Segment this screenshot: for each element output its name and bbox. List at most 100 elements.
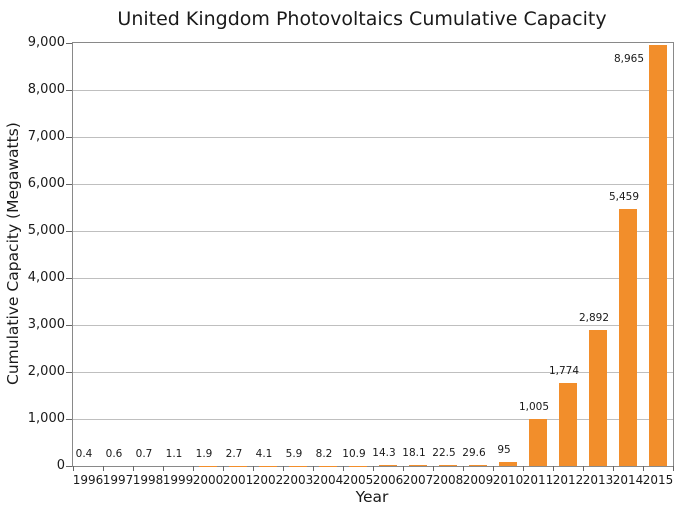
gridline xyxy=(73,324,673,326)
y-tick-mark xyxy=(66,183,72,185)
x-tick-mark xyxy=(312,466,314,471)
bar-value-label: 1,005 xyxy=(518,400,550,413)
x-tick-label: 2007 xyxy=(402,473,434,487)
bar-2010 xyxy=(499,461,517,466)
x-tick-mark xyxy=(642,466,644,471)
bars-layer xyxy=(73,43,673,466)
y-tick-label: 0 xyxy=(56,458,65,473)
bar-value-label: 0.4 xyxy=(75,447,93,460)
x-tick-mark xyxy=(432,466,434,471)
x-tick-mark xyxy=(672,466,674,471)
y-tick-label: 7,000 xyxy=(27,129,65,144)
bar-2006 xyxy=(379,465,397,466)
bar-value-label: 8,965 xyxy=(613,52,644,65)
x-tick-mark xyxy=(192,466,194,471)
bar-2007 xyxy=(409,465,427,466)
gridline xyxy=(73,230,673,232)
x-tick-label: 2008 xyxy=(432,473,464,487)
x-tick-label: 1997 xyxy=(102,473,134,487)
x-tick-label: 2014 xyxy=(612,473,644,487)
x-tick-mark xyxy=(552,466,554,471)
bar-2011 xyxy=(529,418,547,466)
value-labels-layer: 0.4 0.6 0.7 1.1 1.9 2.7 4.1 5.9 8.2 10.9 14.3 18.1 2… xyxy=(73,43,673,466)
bar-value-label: 18.1 xyxy=(402,447,426,460)
bar-2015 xyxy=(649,44,667,466)
chart-title: United Kingdom Photovoltaics Cumulative … xyxy=(117,8,607,30)
bar-value-label: 2.7 xyxy=(225,447,243,460)
bar-value-label: 10.9 xyxy=(342,447,366,460)
bar-value-label: 8.2 xyxy=(315,447,333,460)
x-tick-mark xyxy=(162,466,164,471)
bar-value-label: 5,459 xyxy=(608,191,640,204)
y-tick-label: 2,000 xyxy=(27,364,65,379)
bar-2008 xyxy=(439,464,457,466)
y-tick-mark xyxy=(66,136,72,138)
bar-value-label: 1,774 xyxy=(548,364,580,377)
bar-value-label: 5.9 xyxy=(285,447,303,460)
y-tick-mark xyxy=(66,277,72,279)
bar-value-label: 14.3 xyxy=(372,447,396,460)
gridline xyxy=(73,183,673,185)
y-tick-label: 4,000 xyxy=(27,270,65,285)
x-tick-label: 2003 xyxy=(282,473,314,487)
y-tick-mark xyxy=(66,89,72,91)
y-tick-label: 1,000 xyxy=(27,411,65,426)
bar-value-label: 2,892 xyxy=(578,312,610,325)
x-tick-mark xyxy=(252,466,254,471)
x-tick-label: 1996 xyxy=(72,473,104,487)
bar-2014 xyxy=(619,209,637,466)
x-tick-label: 2001 xyxy=(222,473,254,487)
x-tick-mark xyxy=(342,466,344,471)
x-tick-mark xyxy=(282,466,284,471)
gridline xyxy=(73,418,673,420)
x-tick-mark xyxy=(402,466,404,471)
bar-value-label: 4.1 xyxy=(255,447,273,460)
y-axis-title: Cumulative Capacity (Megawatts) xyxy=(4,122,22,385)
gridline xyxy=(73,136,673,138)
x-tick-label: 2006 xyxy=(372,473,404,487)
y-tick-mark xyxy=(66,418,72,420)
y-tick-label: 8,000 xyxy=(27,82,65,97)
y-tick-mark xyxy=(66,230,72,232)
x-tick-label: 2012 xyxy=(552,473,584,487)
bar-value-label: 22.5 xyxy=(432,446,456,459)
x-tick-mark xyxy=(102,466,104,471)
x-tick-label: 2013 xyxy=(582,473,614,487)
plot-area: 0 1,000 2,000 3,000 4,000 5,000 6,000 7,000 8,00… xyxy=(28,35,674,487)
bar-value-label: 1.1 xyxy=(165,447,183,460)
y-tick-label: 6,000 xyxy=(27,176,65,191)
x-tick-label: 2004 xyxy=(312,473,344,487)
x-tick-label: 2009 xyxy=(462,473,494,487)
x-tick-label: 2005 xyxy=(342,473,374,487)
bar-2012 xyxy=(559,382,577,466)
x-tick-mark xyxy=(132,466,134,471)
x-tick-mark xyxy=(612,466,614,471)
gridline xyxy=(73,277,673,279)
bar-value-label: 1.9 xyxy=(195,447,213,460)
x-tick-label: 1998 xyxy=(132,473,164,487)
x-tick-mark xyxy=(72,466,74,471)
x-tick-label: 1999 xyxy=(162,473,194,487)
bar-2013 xyxy=(589,330,607,466)
x-tick-label: 2011 xyxy=(522,473,554,487)
gridlines-layer: 0 1,000 2,000 3,000 4,000 5,000 6,000 7,000 8,00… xyxy=(28,35,674,487)
x-axis-title: Year xyxy=(355,488,389,506)
x-tick-mark xyxy=(522,466,524,471)
x-tick-label: 2000 xyxy=(192,473,224,487)
y-tick-mark xyxy=(66,465,72,467)
y-tick-mark xyxy=(66,324,72,326)
y-tick-mark xyxy=(66,371,72,373)
x-tick-label: 2010 xyxy=(492,473,524,487)
y-tick-label: 3,000 xyxy=(27,317,65,332)
y-tick-mark xyxy=(66,42,72,44)
bar-value-label: 0.7 xyxy=(135,447,153,460)
bar-value-label: 0.6 xyxy=(105,447,123,460)
gridline xyxy=(73,89,673,91)
x-tick-mark xyxy=(582,466,584,471)
x-tick-mark xyxy=(372,466,374,471)
bar-2009 xyxy=(469,464,487,466)
y-tick-label: 9,000 xyxy=(27,35,65,50)
x-tick-label: 2002 xyxy=(252,473,284,487)
x-tick-mark xyxy=(222,466,224,471)
